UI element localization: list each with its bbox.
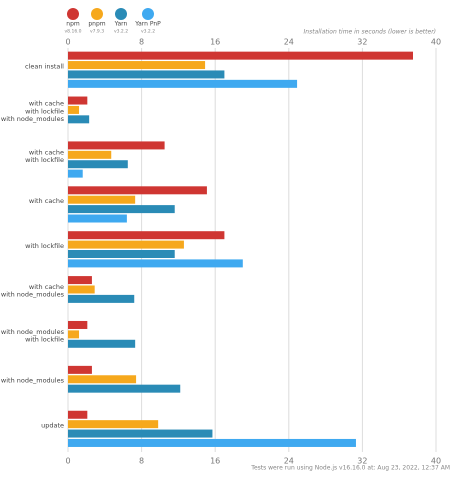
category-label: with lockfile xyxy=(25,242,64,250)
x-tick-label: 8 xyxy=(139,38,144,47)
bar xyxy=(68,205,175,214)
category-label-line: with node_modules xyxy=(1,115,65,123)
bar xyxy=(68,250,175,258)
bar xyxy=(68,410,88,419)
x-tick-label: 32 xyxy=(357,38,367,47)
legend-label: npm xyxy=(66,21,80,28)
legend-version: v7.9.3 xyxy=(90,29,104,35)
bar xyxy=(68,96,88,105)
category-label: with cache xyxy=(29,197,64,205)
category-label-line: with lockfile xyxy=(25,156,64,164)
legend-version: v3.2.2 xyxy=(141,29,155,35)
legend-label: pnpm xyxy=(88,21,105,28)
category-label-line: with lockfile xyxy=(25,107,64,115)
bar xyxy=(68,115,90,124)
legend-swatch xyxy=(91,8,103,20)
category-label-line: with node_modules xyxy=(1,328,65,336)
bar xyxy=(68,429,213,438)
category-label: with cache with node_modules xyxy=(1,283,65,299)
bar xyxy=(68,330,80,339)
x-tick-label: 40 xyxy=(431,38,441,47)
bar xyxy=(68,420,159,429)
bar xyxy=(68,186,207,195)
legend-swatch xyxy=(67,8,79,20)
category-label-line: with lockfile xyxy=(25,242,64,250)
bar xyxy=(68,438,356,447)
x-tick-label: 24 xyxy=(284,38,294,47)
footnote: Tests were run using Node.js v16.16.0 at… xyxy=(250,465,450,472)
category-label-line: with cache xyxy=(29,148,64,156)
bar xyxy=(68,61,206,70)
legend-version: v8.16.0 xyxy=(65,29,82,35)
bar xyxy=(68,276,92,285)
bar xyxy=(68,51,413,60)
axis-title: Installation time in seconds (lower is b… xyxy=(304,29,436,36)
bar xyxy=(68,375,137,384)
x-tick-label: 16 xyxy=(210,38,220,47)
x-tick-label: 0 xyxy=(65,457,70,466)
legend-swatch xyxy=(142,8,154,20)
bar xyxy=(68,105,80,114)
x-tick-label: 24 xyxy=(284,457,294,466)
bar xyxy=(68,294,135,303)
category-label: with cache with lockfile xyxy=(25,148,64,164)
bar xyxy=(68,195,136,204)
bar xyxy=(68,79,298,88)
bar xyxy=(68,150,112,159)
legend-label: Yarn PnP xyxy=(134,21,161,28)
category-label-line: update xyxy=(41,422,64,430)
x-tick-label: 8 xyxy=(139,457,144,466)
x-tick-label: 40 xyxy=(431,457,441,466)
legend-swatch xyxy=(115,8,127,20)
bar xyxy=(68,141,165,150)
category-label: with node_modules with lockfile xyxy=(1,328,65,344)
legend-label: Yarn xyxy=(114,21,128,28)
x-tick-label: 32 xyxy=(357,457,367,466)
bar xyxy=(68,169,83,178)
category-label-line: with node_modules xyxy=(1,377,65,385)
category-label: with cache with lockfile with node_modules xyxy=(1,100,65,123)
x-tick-label: 16 xyxy=(210,457,220,466)
bar xyxy=(68,365,92,374)
x-tick-label: 0 xyxy=(65,38,70,47)
legend-version: v3.2.2 xyxy=(114,29,128,35)
bar xyxy=(68,160,128,169)
bar xyxy=(68,339,136,348)
category-label: with node_modules xyxy=(1,377,65,385)
category-label: update xyxy=(41,422,64,430)
bar xyxy=(68,384,181,393)
category-label-line: with cache xyxy=(29,197,64,205)
bar xyxy=(68,285,95,294)
category-label-line: with lockfile xyxy=(25,336,64,344)
bar xyxy=(68,214,127,223)
category-label: clean install xyxy=(25,62,64,70)
bar xyxy=(68,231,225,240)
category-label-line: with node_modules xyxy=(1,291,65,299)
category-label-line: with cache xyxy=(29,100,64,108)
category-label-line: with cache xyxy=(29,283,64,291)
bar xyxy=(68,320,88,329)
bar xyxy=(68,240,184,249)
bar xyxy=(68,70,225,79)
bar xyxy=(68,259,243,268)
category-label-line: clean install xyxy=(25,62,64,70)
